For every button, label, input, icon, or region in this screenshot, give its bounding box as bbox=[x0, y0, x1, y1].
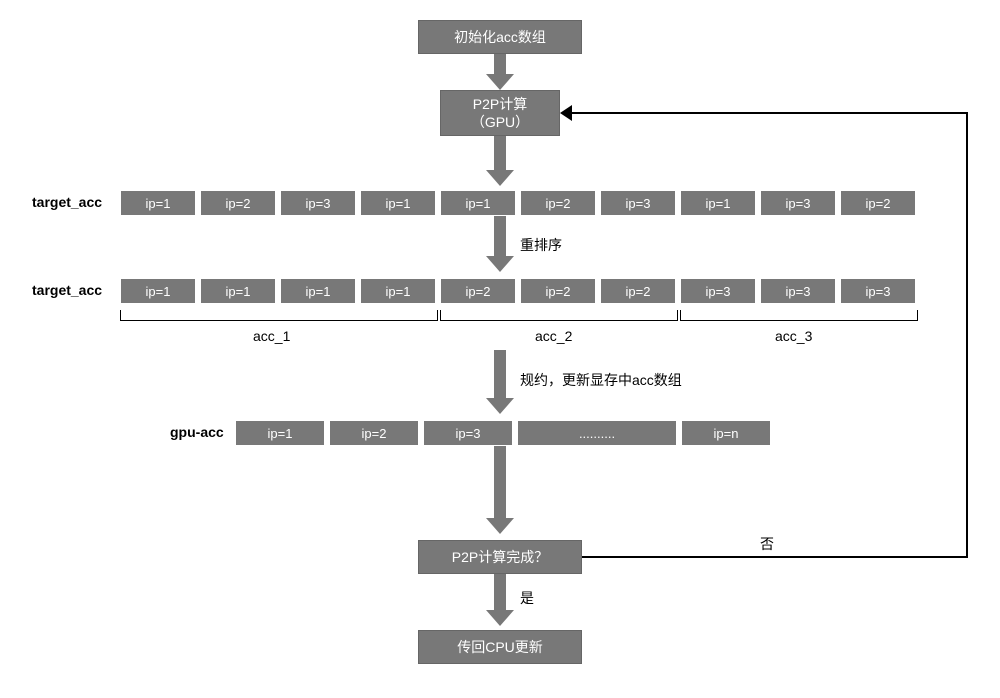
init-text: 初始化acc数组 bbox=[454, 28, 546, 46]
arrow-5-stem bbox=[494, 446, 506, 520]
return-box: 传回CPU更新 bbox=[418, 630, 582, 664]
array-cell: ip=1 bbox=[440, 190, 516, 216]
arrow-1-stem bbox=[494, 54, 506, 76]
arrow-6-stem bbox=[494, 574, 506, 612]
arrow-4-head bbox=[486, 398, 514, 414]
flow-diagram: 初始化acc数组 P2P计算 （GPU） target_acc ip=1ip=2… bbox=[20, 20, 980, 678]
reduce-label: 规约，更新显存中acc数组 bbox=[520, 370, 682, 390]
array-cell: ip=1 bbox=[200, 278, 276, 304]
bracket-1 bbox=[120, 310, 438, 321]
arrow-4-stem bbox=[494, 350, 506, 400]
array-cell: ip=1 bbox=[235, 420, 325, 446]
row2-label: target_acc bbox=[32, 282, 102, 298]
bracket-3 bbox=[680, 310, 918, 321]
acc2-label: acc_2 bbox=[535, 328, 572, 344]
array-cell: ip=1 bbox=[680, 190, 756, 216]
reorder-label: 重排序 bbox=[520, 235, 562, 255]
p2p-box: P2P计算 （GPU） bbox=[440, 90, 560, 136]
array-cell: ip=1 bbox=[360, 278, 436, 304]
target-acc-row-1: ip=1ip=2ip=3ip=1ip=1ip=2ip=3ip=1ip=3ip=2 bbox=[120, 190, 916, 216]
no-label: 否 bbox=[760, 534, 774, 554]
return-text: 传回CPU更新 bbox=[457, 638, 543, 656]
array-cell: ip=3 bbox=[760, 190, 836, 216]
array-cell: ip=n bbox=[681, 420, 771, 446]
array-cell: ip=3 bbox=[423, 420, 513, 446]
array-cell: ip=2 bbox=[840, 190, 916, 216]
array-cell: ip=3 bbox=[760, 278, 836, 304]
decision-text: P2P计算完成？ bbox=[452, 548, 548, 566]
init-box: 初始化acc数组 bbox=[418, 20, 582, 54]
target-acc-row-2: ip=1ip=1ip=1ip=1ip=2ip=2ip=2ip=3ip=3ip=3 bbox=[120, 278, 916, 304]
p2p-text: P2P计算 （GPU） bbox=[471, 95, 529, 131]
yes-label: 是 bbox=[520, 588, 534, 608]
decision-box: P2P计算完成？ bbox=[418, 540, 582, 574]
row3-label: gpu-acc bbox=[170, 424, 224, 440]
gpu-acc-row: ip=1ip=2ip=3..........ip=n bbox=[235, 420, 771, 446]
array-cell: ip=2 bbox=[600, 278, 676, 304]
acc1-label: acc_1 bbox=[253, 328, 290, 344]
array-cell: ip=3 bbox=[840, 278, 916, 304]
no-vline bbox=[966, 113, 968, 558]
array-cell: ip=2 bbox=[440, 278, 516, 304]
no-arrow-head bbox=[560, 105, 572, 121]
array-cell: ip=1 bbox=[120, 278, 196, 304]
arrow-3-stem bbox=[494, 216, 506, 258]
array-cell: ip=3 bbox=[680, 278, 756, 304]
array-cell: ip=1 bbox=[360, 190, 436, 216]
arrow-5-head bbox=[486, 518, 514, 534]
array-cell: ip=1 bbox=[280, 278, 356, 304]
array-cell: ip=2 bbox=[200, 190, 276, 216]
array-cell: ip=2 bbox=[520, 278, 596, 304]
arrow-3-head bbox=[486, 256, 514, 272]
arrow-1-head bbox=[486, 74, 514, 90]
array-cell: ip=3 bbox=[600, 190, 676, 216]
array-cell: ip=2 bbox=[329, 420, 419, 446]
arrow-6-head bbox=[486, 610, 514, 626]
row1-label: target_acc bbox=[32, 194, 102, 210]
array-cell: .......... bbox=[517, 420, 677, 446]
bracket-2 bbox=[440, 310, 678, 321]
no-hline-top bbox=[572, 112, 968, 114]
no-hline bbox=[582, 556, 968, 558]
array-cell: ip=3 bbox=[280, 190, 356, 216]
array-cell: ip=2 bbox=[520, 190, 596, 216]
arrow-2-head bbox=[486, 170, 514, 186]
acc3-label: acc_3 bbox=[775, 328, 812, 344]
arrow-2-stem bbox=[494, 136, 506, 172]
array-cell: ip=1 bbox=[120, 190, 196, 216]
